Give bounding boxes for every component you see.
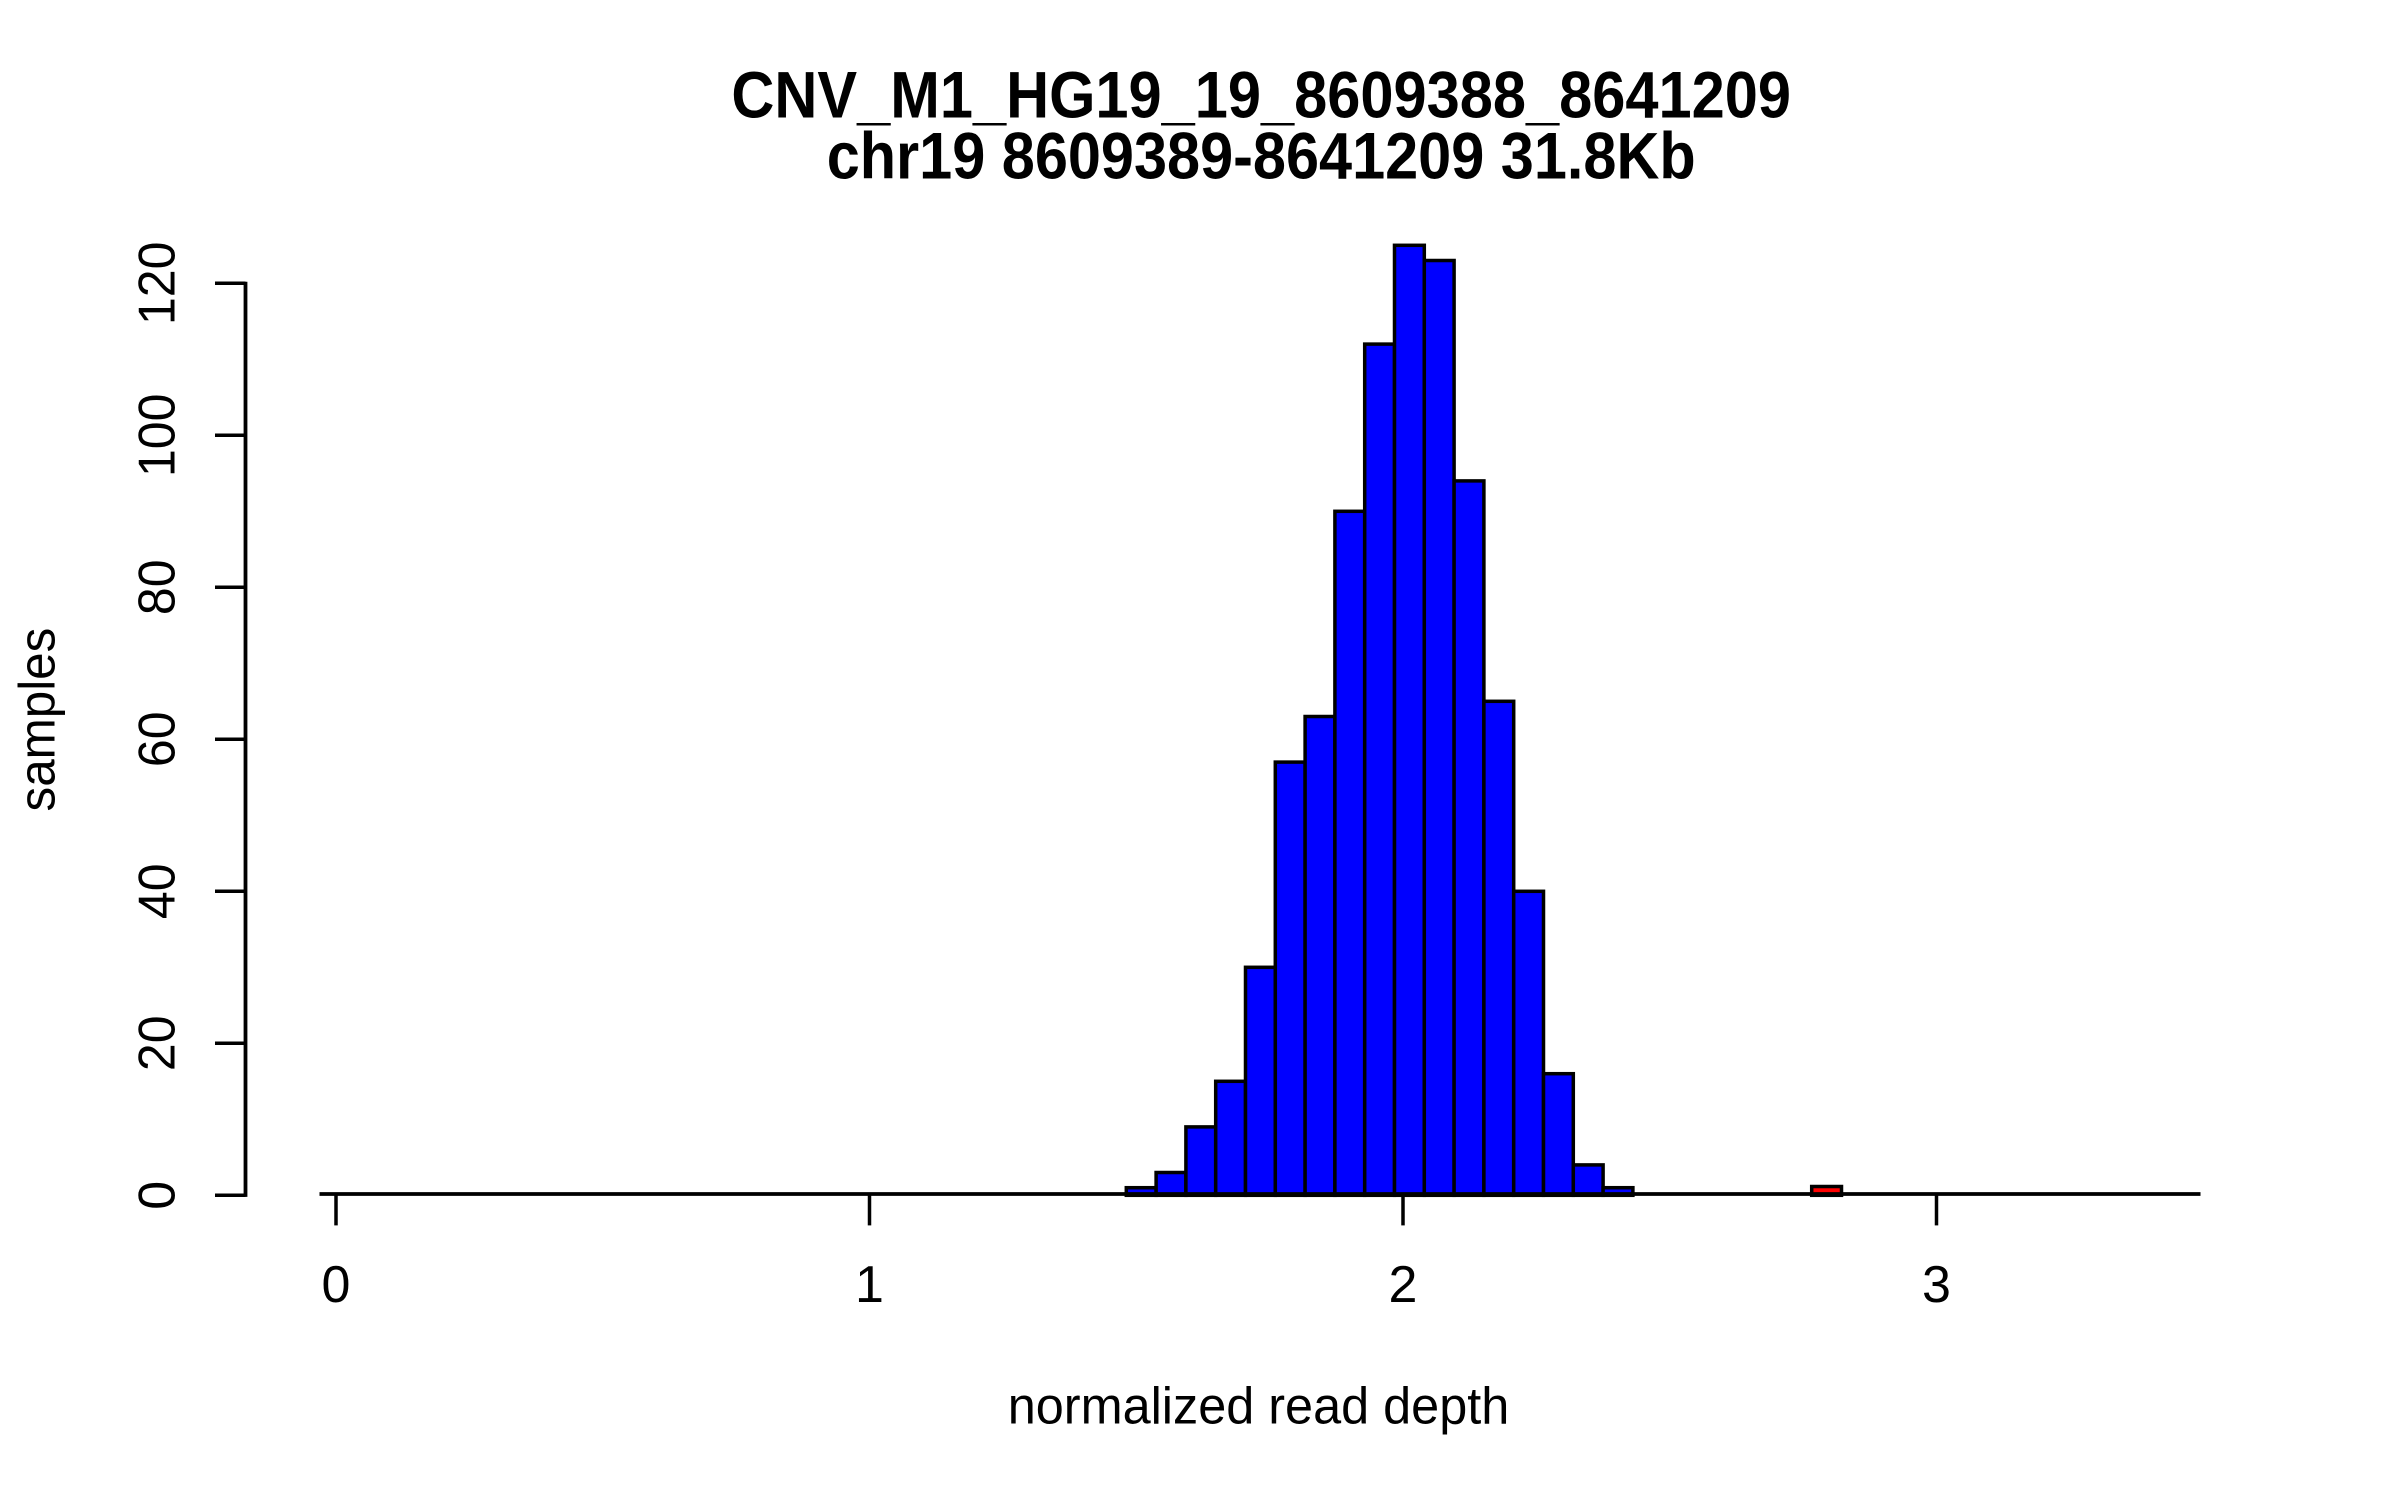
- svg-text:120: 120: [129, 242, 187, 325]
- svg-text:normalized read depth: normalized read depth: [1008, 1378, 1510, 1436]
- svg-text:2: 2: [1389, 1256, 1418, 1314]
- svg-text:80: 80: [129, 560, 187, 616]
- svg-text:60: 60: [129, 712, 187, 768]
- svg-text:0: 0: [322, 1256, 351, 1314]
- svg-text:40: 40: [129, 864, 187, 920]
- svg-text:3: 3: [1922, 1256, 1951, 1314]
- svg-text:100: 100: [129, 394, 187, 478]
- svg-text:1: 1: [855, 1256, 884, 1314]
- svg-text:chr19 8609389-8641209 31.8Kb: chr19 8609389-8641209 31.8Kb: [827, 119, 1696, 193]
- svg-text:0: 0: [129, 1181, 187, 1210]
- svg-text:samples: samples: [9, 628, 66, 812]
- svg-text:CNV_M1_HG19_19_8609388_8641209: CNV_M1_HG19_19_8609388_8641209: [731, 58, 1791, 132]
- svg-text:20: 20: [129, 1016, 187, 1072]
